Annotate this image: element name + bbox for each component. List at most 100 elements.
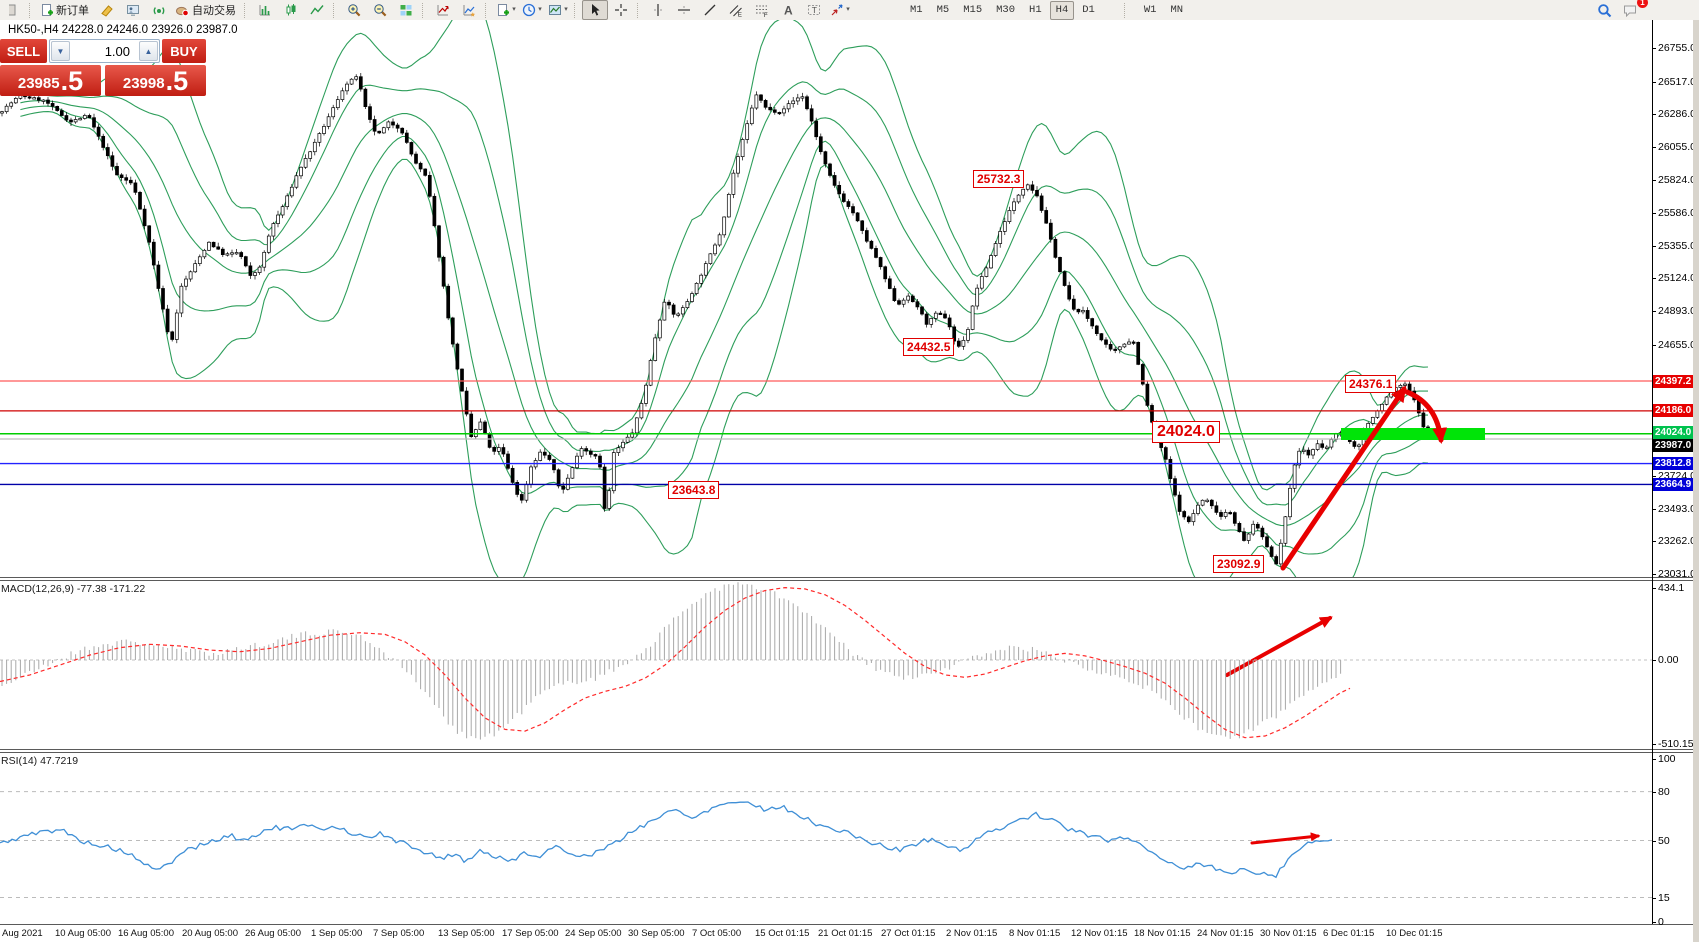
indicator-list-button[interactable] [430, 0, 456, 20]
tf-button-M1[interactable]: M1 [910, 4, 923, 16]
price-axis[interactable]: 26755.0 26517.0 26286.0 26055.0 25824.0 25586… [1652, 20, 1696, 942]
tile-windows-button[interactable] [393, 0, 419, 20]
fibonacci-tool-button[interactable]: F [749, 0, 775, 20]
tf-button-D1[interactable]: D1 [1082, 4, 1095, 16]
toolbar-gripper [1123, 2, 1129, 18]
macd-panel[interactable] [0, 581, 1652, 749]
tf-button-H4[interactable]: H4 [1049, 0, 1075, 20]
highlighter-button[interactable] [94, 0, 120, 20]
rsi-tick: 0 [1658, 916, 1664, 928]
indicator-favorites-icon [463, 5, 476, 17]
text-tool-button[interactable]: A [775, 0, 801, 20]
rsi-panel[interactable] [0, 753, 1652, 924]
zoom-out-button[interactable] [367, 0, 393, 20]
clipped-left-icon [0, 0, 26, 20]
panel-splitter[interactable] [0, 577, 1693, 581]
volume-input[interactable]: 1.00 [104, 43, 130, 59]
trendline-tool-button[interactable] [697, 0, 723, 20]
bollinger-band [20, 111, 1429, 577]
chart-price-annotation: 23092.9 [1213, 555, 1265, 573]
price-tag: 24024.0 [1653, 426, 1695, 440]
axis-tick-mark [1652, 245, 1656, 247]
period-button[interactable]: ▾ [519, 0, 545, 20]
trend-arrow[interactable] [1250, 832, 1321, 845]
buy-button[interactable]: BUY [162, 39, 206, 63]
notifications-button[interactable]: 1 [1617, 0, 1648, 20]
line-chart-button[interactable] [304, 0, 330, 20]
bar-chart-button[interactable] [252, 0, 278, 20]
search-button[interactable] [1591, 0, 1617, 20]
horizontal-line-tool-button[interactable] [671, 0, 697, 20]
highlighter-icon [101, 5, 113, 17]
price-tick: 25124.0 [1658, 272, 1696, 285]
text-icon: A [784, 4, 793, 18]
vertical-line-tool-button[interactable] [645, 0, 671, 20]
volume-increase-button[interactable]: ▲ [139, 41, 158, 61]
time-label: 30 Nov 01:15 [1260, 928, 1317, 939]
template-button[interactable]: ▾ [545, 0, 571, 20]
tf-button-H1[interactable]: H1 [1029, 4, 1042, 16]
time-label: 18 Nov 01:15 [1134, 928, 1191, 939]
chart-title: HK50-,H4 24228.0 24246.0 23926.0 23987.0 [8, 24, 238, 36]
profile-button[interactable] [120, 0, 146, 20]
time-label: 10 Dec 01:15 [1386, 928, 1443, 939]
macd-indicator-label: MACD(12,26,9) -77.38 -171.22 [1, 583, 146, 595]
axis-tick-mark [1652, 311, 1656, 312]
sell-button[interactable]: SELL [0, 39, 47, 63]
add-indicator-button[interactable]: ▾ [493, 0, 519, 20]
auto-trading-button[interactable]: 自动交易 [172, 0, 241, 20]
rsi-tick: 80 [1658, 785, 1670, 798]
trend-arrow[interactable] [1225, 616, 1333, 677]
time-axis[interactable]: Aug 2021 10 Aug 05:00 16 Aug 05:00 20 Aug 0… [0, 925, 1693, 942]
crosshair-tool-button[interactable] [608, 0, 634, 20]
axis-tick-mark [1652, 840, 1656, 842]
candlestick-chart-button[interactable] [278, 0, 304, 20]
time-label: 7 Oct 05:00 [692, 928, 742, 939]
price-tick: 25355.0 [1658, 239, 1696, 252]
tf-button-MN[interactable]: MN [1170, 4, 1184, 16]
price-tag: 23987.0 [1653, 439, 1695, 453]
toolbar-gripper [422, 2, 427, 18]
trend-arrow[interactable] [1280, 385, 1407, 571]
signal-button[interactable] [146, 0, 172, 20]
new-order-button[interactable]: 新订单 [37, 0, 94, 20]
chart-price-annotation: 23643.8 [668, 481, 720, 499]
channel-tool-button[interactable]: E [723, 0, 749, 20]
tf-button-W1[interactable]: W1 [1143, 4, 1157, 16]
chart-price-annotation: 24432.5 [903, 338, 955, 356]
support-zone-highlight[interactable] [1341, 428, 1485, 440]
axis-tick-mark [1652, 588, 1656, 590]
buy-price-button[interactable]: 23998 .5 [105, 65, 206, 96]
template-icon [549, 5, 562, 15]
buy-price-frac: .5 [165, 66, 189, 96]
time-label: 6 Dec 01:15 [1323, 928, 1375, 939]
tf-button-M5[interactable]: M5 [936, 4, 950, 16]
auto-trading-icon [176, 6, 189, 17]
zoom-in-button[interactable] [341, 0, 367, 20]
axis-tick-mark [1652, 791, 1656, 793]
axis-tick-mark [1652, 508, 1656, 510]
tf-button-M30[interactable]: M30 [996, 4, 1016, 16]
indicator-favorites-button[interactable] [456, 0, 482, 20]
trend-arrow[interactable] [1404, 389, 1448, 444]
chart-price-annotation: 24024.0 [1152, 421, 1220, 443]
chevron-down-icon: ▾ [846, 6, 850, 13]
arrows-tool-button[interactable]: ▾ [827, 0, 853, 20]
volume-decrease-button[interactable]: ▼ [51, 41, 70, 61]
price-tag: 23812.8 [1653, 457, 1695, 471]
main-chart-panel[interactable] [0, 20, 1652, 577]
candlestick-chart-icon [286, 4, 296, 16]
price-tag: 24397.2 [1653, 374, 1695, 388]
cursor-tool-button[interactable] [582, 0, 608, 20]
buy-price-main: 23998 [122, 75, 165, 92]
tf-button-M15[interactable]: M15 [963, 4, 983, 16]
time-label: 7 Sep 05:00 [373, 928, 425, 939]
time-label: 21 Oct 01:15 [818, 928, 873, 939]
time-label: 12 Nov 01:15 [1071, 928, 1128, 939]
chart-price-annotation: 25732.3 [973, 170, 1025, 188]
panel-splitter[interactable] [0, 749, 1693, 753]
text-label-tool-button[interactable]: T [801, 0, 827, 20]
volume-stepper: ▼ 1.00 ▲ [49, 39, 160, 63]
sell-price-button[interactable]: 23985 .5 [0, 65, 101, 96]
